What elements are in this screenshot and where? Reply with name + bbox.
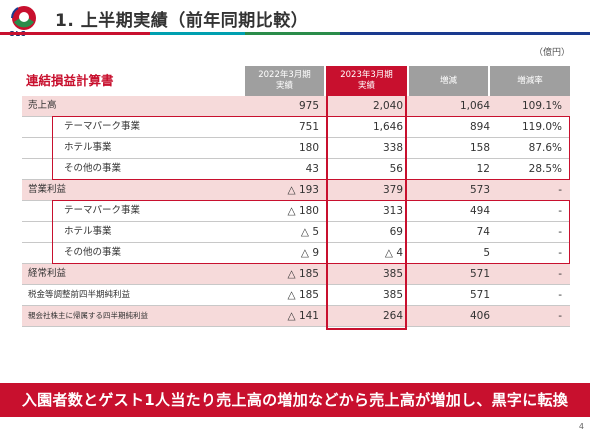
- table-row-op-theme-park: テーマパーク事業 △ 180 313 494 -: [22, 201, 570, 222]
- table-row-op-hotel: ホテル事業 △ 5 69 74 -: [22, 222, 570, 243]
- table-row-net-income-parent: 親会社株主に帰属する四半期純利益 △ 141 264 406 -: [22, 306, 570, 327]
- header-color-rule: [0, 32, 590, 35]
- table-row-sales-hotel: ホテル事業 180 338 158 87.6%: [22, 138, 570, 159]
- column-header-fy2022: 2022年3月期 実績: [245, 66, 324, 96]
- table-row-net-sales: 売上高 975 2,040 1,064 109.1%: [22, 96, 570, 117]
- table-row-pretax-income: 税金等調整前四半期純利益 △ 185 385 571 -: [22, 285, 570, 306]
- unit-label: （億円）: [533, 48, 570, 58]
- slide-title: 1. 上半期実績（前年同期比較）: [55, 11, 309, 31]
- table-row-operating-income: 営業利益 △ 193 379 573 -: [22, 180, 570, 201]
- column-header-fy2023: 2023年3月期 実績: [328, 66, 405, 96]
- table-title: 連結損益計算書: [26, 73, 114, 88]
- table-row-op-other: その他の事業 △ 9 △ 4 5 -: [22, 243, 570, 264]
- table-row-sales-other: その他の事業 43 56 12 28.5%: [22, 159, 570, 180]
- olc-logo-icon: [11, 6, 36, 30]
- page-number: 4: [578, 422, 584, 431]
- table-row-sales-theme-park: テーマパーク事業 751 1,646 894 119.0%: [22, 117, 570, 138]
- summary-banner: 入園者数とゲスト1人当たり売上高の増加などから売上高が増加し、黒字に転換: [0, 383, 590, 417]
- column-header-change: 増減: [409, 66, 488, 96]
- table-row-ordinary-income: 経常利益 △ 185 385 571 -: [22, 264, 570, 285]
- column-header-change-rate: 増減率: [490, 66, 570, 96]
